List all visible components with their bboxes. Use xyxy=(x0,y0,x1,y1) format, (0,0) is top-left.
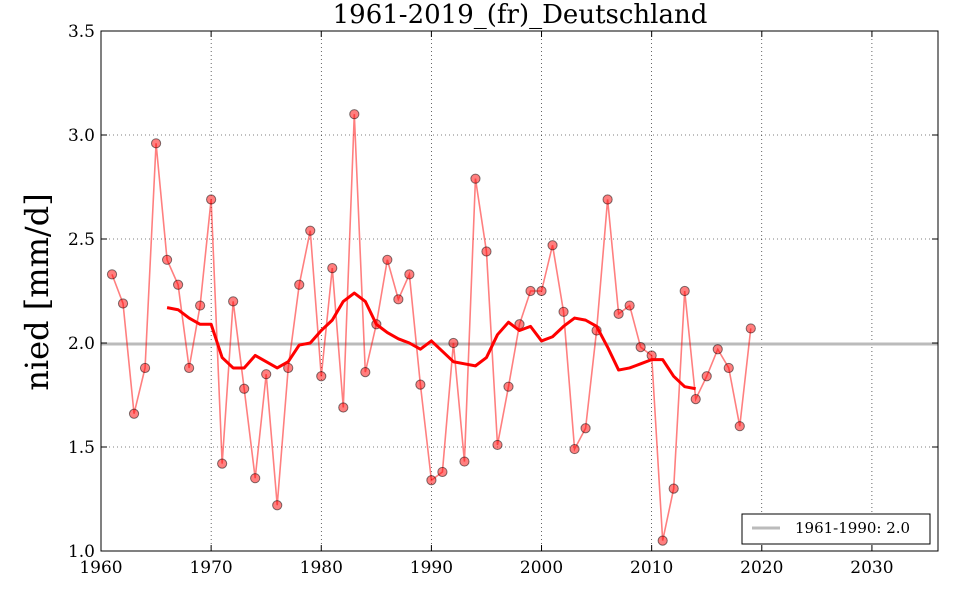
data-point xyxy=(415,379,426,390)
x-tick-label: 2000 xyxy=(520,558,563,578)
data-point xyxy=(745,323,756,334)
y-tick-label: 2.5 xyxy=(68,230,95,250)
data-point xyxy=(481,246,492,257)
x-tick-label: 1990 xyxy=(410,558,453,578)
data-point xyxy=(106,269,118,280)
data-point xyxy=(360,367,371,378)
data-point xyxy=(503,381,514,392)
chart-title: 1961-2019_(fr)_Deutschland xyxy=(333,0,708,30)
data-point xyxy=(712,344,723,355)
data-point xyxy=(492,439,503,451)
data-point xyxy=(184,362,195,374)
data-point xyxy=(161,254,173,265)
data-point xyxy=(139,362,151,374)
data-point xyxy=(635,342,646,353)
data-point xyxy=(128,408,140,419)
data-point xyxy=(668,483,679,494)
data-point xyxy=(723,362,734,374)
data-point xyxy=(624,300,635,311)
data-point xyxy=(536,285,547,297)
x-tick-label: 1980 xyxy=(300,558,343,578)
data-point xyxy=(602,194,613,205)
data-point xyxy=(525,285,536,297)
data-point xyxy=(261,369,272,380)
data-point xyxy=(404,269,415,280)
data-point xyxy=(580,423,591,434)
data-point xyxy=(272,500,283,511)
data-point xyxy=(613,308,624,319)
data-point xyxy=(195,300,206,311)
x-tick-label: 1960 xyxy=(79,558,122,578)
data-point xyxy=(239,383,250,394)
y-tick-label: 3.5 xyxy=(68,22,95,42)
data-point xyxy=(701,371,712,382)
data-point xyxy=(470,173,481,184)
data-point xyxy=(349,109,360,120)
y-tick-label: 1.5 xyxy=(68,438,95,458)
data-point xyxy=(327,263,338,274)
data-point xyxy=(690,394,701,405)
data-point xyxy=(657,535,668,546)
plot-frame xyxy=(100,30,939,552)
x-tick-label: 2030 xyxy=(850,558,893,578)
y-tick-label: 2.0 xyxy=(68,334,95,354)
y-tick-label: 1.0 xyxy=(68,542,95,562)
data-point xyxy=(338,402,349,413)
data-point xyxy=(426,475,437,486)
data-point xyxy=(569,443,580,455)
running-mean-line xyxy=(166,291,696,391)
data-point xyxy=(217,458,228,469)
x-tick-label: 2010 xyxy=(630,558,673,578)
data-point xyxy=(448,337,459,349)
x-tick-label: 2020 xyxy=(740,558,783,578)
data-point xyxy=(250,473,261,484)
data-point xyxy=(382,254,393,265)
x-tick-label: 1970 xyxy=(189,558,232,578)
data-point xyxy=(206,194,217,205)
data-point xyxy=(228,296,239,307)
data-point xyxy=(305,225,316,236)
legend: 1961-1990: 2.0 xyxy=(741,513,931,545)
data-point xyxy=(547,240,558,251)
y-axis-label: nied [mm/d] xyxy=(18,193,56,390)
data-point xyxy=(172,279,184,290)
data-point xyxy=(558,306,569,317)
data-point xyxy=(316,371,327,382)
y-tick-label: 3.0 xyxy=(68,126,95,146)
data-point xyxy=(117,298,129,309)
data-point xyxy=(437,466,448,478)
legend-entry-label: 1961-1990: 2.0 xyxy=(795,519,910,537)
data-point xyxy=(734,421,745,432)
axis-ticks: 1960 1970 1980 1990 2000 2010 2020 2030 1.0 1.5 2.… xyxy=(68,22,938,578)
data-point xyxy=(679,285,690,297)
data-point xyxy=(294,279,305,290)
data-point xyxy=(150,138,162,149)
data-point xyxy=(393,294,404,305)
series-group xyxy=(106,109,756,546)
data-point xyxy=(459,456,470,467)
